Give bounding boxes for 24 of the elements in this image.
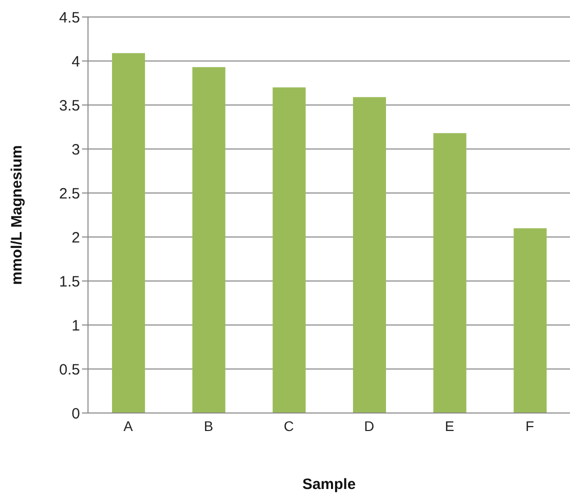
y-tick-label: 2 xyxy=(72,229,80,246)
bar xyxy=(272,87,306,413)
y-tick-label: 0 xyxy=(72,405,80,422)
y-tick-label: 2.5 xyxy=(59,185,80,202)
x-tick-label: E xyxy=(444,418,454,434)
bar xyxy=(514,228,547,413)
y-tick-label: 1 xyxy=(72,317,80,334)
x-tick-label: C xyxy=(284,418,294,434)
bar xyxy=(353,97,386,413)
y-axis-title: mmol/L Magnesium xyxy=(8,145,26,285)
y-tick-label: 1.5 xyxy=(59,273,80,290)
bar xyxy=(192,67,226,413)
x-tick-label: F xyxy=(526,418,534,434)
y-tick-label: 3 xyxy=(72,141,80,158)
x-tick-label: A xyxy=(123,418,134,434)
x-axis-title: Sample xyxy=(302,476,356,493)
y-tick-label: 3.5 xyxy=(59,97,80,114)
y-tick-label: 0.5 xyxy=(59,361,80,378)
x-tick-label: D xyxy=(364,418,374,434)
y-tick-label: 4 xyxy=(72,53,80,70)
x-tick-label: B xyxy=(204,418,214,434)
bar xyxy=(433,133,466,413)
bar xyxy=(112,53,145,413)
y-tick-label: 4.5 xyxy=(59,9,80,26)
